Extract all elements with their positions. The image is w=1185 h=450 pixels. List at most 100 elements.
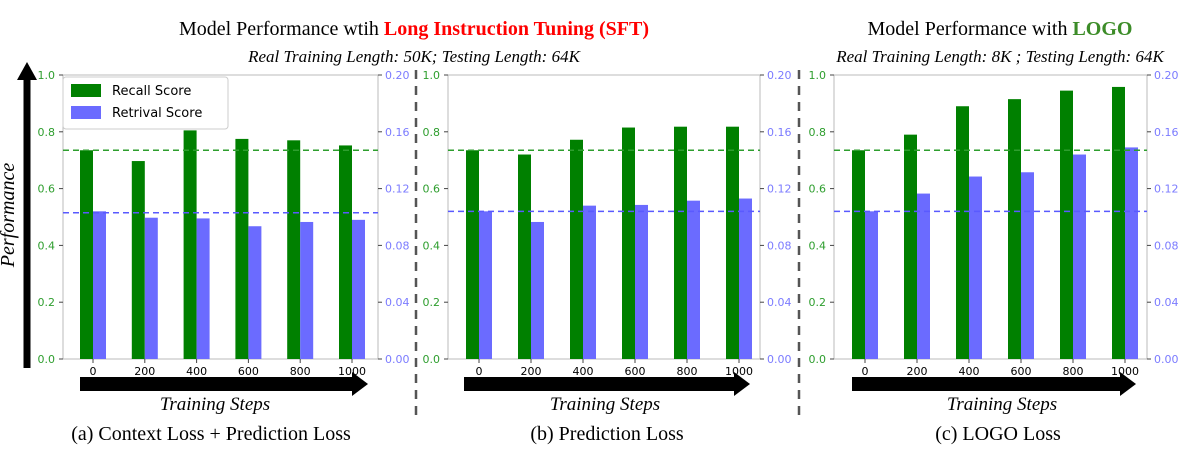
plot-frame-a — [62, 74, 379, 360]
right-tick-label-c: 0.16 — [1154, 126, 1179, 139]
legend-retrieval-swatch — [71, 106, 101, 119]
retrieval-bar-a — [144, 217, 158, 359]
x-tick-label-b: 1000 — [725, 365, 753, 378]
x-tick-label-a: 200 — [134, 365, 155, 378]
right-tick-label-a: 0.12 — [385, 183, 410, 196]
retrieval-bar-c — [969, 176, 982, 359]
panel-c: 0.0 0.2 0.4 0.6 0.8 1.0 0.00 0.04 0.08 0.12 0.16 0.… — [809, 69, 1179, 378]
right-tick-label-b: 0.08 — [767, 239, 792, 252]
x-axis-title-b: Training Steps — [550, 394, 660, 415]
panel-a: 0.0 0.2 0.4 0.6 0.8 1.0 0.00 0.04 0.08 0.12 0.16 0.… — [38, 69, 410, 378]
left-tick-label-b: 0.2 — [423, 296, 441, 309]
recall-bar-b — [466, 150, 479, 359]
left-tick-label-c: 0.8 — [809, 126, 827, 139]
x-tick-label-b: 600 — [625, 365, 646, 378]
recall-bar-c — [956, 106, 969, 360]
retrieval-bar-b — [531, 221, 544, 359]
left-tick-label-a: 0.6 — [38, 183, 56, 196]
left-tick-label-b: 0.4 — [423, 239, 441, 252]
recall-bar-c — [1060, 90, 1073, 360]
right-tick-label-b: 0.04 — [767, 296, 792, 309]
recall-bar-b — [622, 127, 635, 359]
retrieval-bar-a — [352, 219, 365, 359]
training-steps-arrow-c — [852, 372, 1136, 396]
recall-bar-b — [570, 139, 583, 359]
x-tick-label-b: 800 — [677, 365, 698, 378]
right-tick-label-b: 0.00 — [767, 353, 792, 366]
left-tick-label-b: 0.8 — [423, 126, 441, 139]
right-tick-label-b: 0.20 — [767, 69, 792, 82]
legend: Recall Score Retrival Score — [62, 76, 229, 130]
recall-bar-c — [1008, 99, 1021, 359]
recall-bar-b — [674, 126, 687, 359]
training-steps-arrow-a — [80, 372, 368, 396]
retrieval-bar-b — [635, 204, 648, 359]
retrieval-bar-a — [196, 218, 210, 359]
sft-title: Model Performance wtih Long Instruction … — [179, 18, 649, 40]
logo-subtitle: Real Training Length: 8K ; Testing Lengt… — [835, 47, 1165, 66]
right-tick-label-a: 0.00 — [385, 353, 410, 366]
retrieval-bar-c — [1125, 147, 1138, 359]
right-tick-label-c: 0.04 — [1154, 296, 1179, 309]
recall-bar-a — [287, 140, 301, 359]
right-tick-label-a: 0.20 — [385, 69, 410, 82]
sft-title-highlight: Long Instruction Tuning (SFT) — [384, 18, 649, 40]
left-tick-label-c: 0.4 — [809, 239, 827, 252]
x-axis-title-c: Training Steps — [947, 394, 1057, 415]
left-tick-label-a: 0.2 — [38, 296, 56, 309]
retrieval-bar-a — [248, 226, 262, 359]
retrieval-bar-b — [739, 198, 752, 359]
retrieval-bar-c — [1073, 154, 1086, 359]
training-steps-arrow-b — [464, 372, 750, 396]
recall-bar-c — [904, 134, 917, 359]
panel-b: 0.0 0.2 0.4 0.6 0.8 1.0 0.00 0.04 0.08 0.12 0.16 0.… — [423, 69, 792, 378]
right-tick-label-c: 0.00 — [1154, 353, 1179, 366]
recall-bar-a — [183, 130, 197, 359]
recall-bar-c — [852, 150, 865, 359]
plot-frame-c — [833, 74, 1148, 360]
legend-retrieval-label: Retrival Score — [112, 106, 202, 121]
sft-subtitle: Real Training Length: 50K; Testing Lengt… — [247, 47, 582, 66]
recall-bar-a — [235, 138, 249, 359]
left-tick-label-a: 0.0 — [38, 353, 56, 366]
right-tick-label-b: 0.16 — [767, 126, 792, 139]
right-tick-label-c: 0.12 — [1154, 183, 1179, 196]
legend-box — [62, 76, 229, 130]
logo-title-highlight: LOGO — [1072, 18, 1132, 40]
recall-bar-a — [131, 161, 145, 359]
right-tick-label-a: 0.04 — [385, 296, 410, 309]
retrieval-bar-b — [583, 205, 596, 359]
left-tick-label-b: 1.0 — [423, 69, 441, 82]
x-tick-label-a: 600 — [238, 365, 259, 378]
right-tick-label-a: 0.16 — [385, 126, 410, 139]
recall-bar-a — [80, 150, 93, 359]
left-tick-label-a: 1.0 — [38, 69, 56, 82]
left-tick-label-c: 0.0 — [809, 353, 827, 366]
legend-recall-swatch — [71, 84, 101, 97]
x-tick-label-a: 1000 — [338, 365, 366, 378]
left-tick-label-c: 1.0 — [809, 69, 827, 82]
right-tick-label-b: 0.12 — [767, 183, 792, 196]
left-tick-label-b: 0.0 — [423, 353, 441, 366]
x-tick-label-c: 800 — [1063, 365, 1084, 378]
x-tick-label-a: 0 — [90, 365, 97, 378]
recall-bar-a — [339, 145, 352, 359]
retrieval-bar-c — [1021, 172, 1034, 359]
left-tick-label-b: 0.6 — [423, 183, 441, 196]
x-tick-label-c: 600 — [1011, 365, 1032, 378]
retrieval-bar-b — [687, 200, 700, 359]
x-tick-label-c: 1000 — [1111, 365, 1139, 378]
right-tick-label-c: 0.08 — [1154, 239, 1179, 252]
left-tick-label-a: 0.4 — [38, 239, 56, 252]
plot-frame-b — [447, 74, 761, 360]
x-tick-label-a: 400 — [186, 365, 207, 378]
x-axis-title-a: Training Steps — [160, 394, 270, 415]
x-tick-label-c: 400 — [959, 365, 980, 378]
caption-a: (a) Context Loss + Prediction Loss — [71, 423, 351, 445]
retrieval-bar-c — [917, 193, 930, 359]
left-tick-label-c: 0.2 — [809, 296, 827, 309]
x-tick-label-c: 0 — [862, 365, 869, 378]
logo-title: Model Performance with LOGO — [868, 18, 1133, 40]
caption-b: (b) Prediction Loss — [530, 423, 684, 445]
left-tick-label-c: 0.6 — [809, 183, 827, 196]
